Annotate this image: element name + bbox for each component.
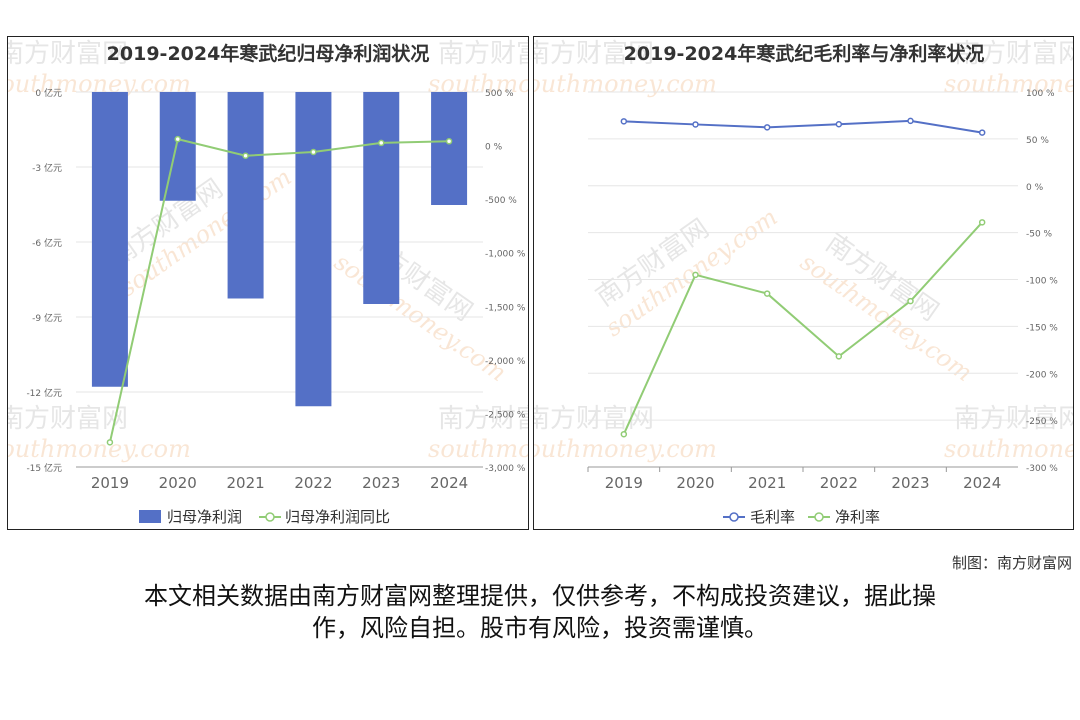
legend-line-label: 归母净利润同比 [285, 508, 390, 526]
watermark-cn: 南方财富网 [954, 404, 1073, 434]
chart-title: 2019-2024年寒武纪毛利率与净利率状况 [624, 42, 985, 65]
right-axis-tick-label: -100 % [1026, 277, 1058, 287]
bar-2024 [431, 92, 468, 205]
legend-net-marker [814, 512, 824, 522]
x-tick-label: 2024 [430, 474, 468, 492]
watermark-cn: 南方财富网 [438, 39, 528, 69]
x-tick-label: 2021 [748, 474, 786, 492]
yoy-point-2023 [378, 139, 385, 147]
bar-2020 [159, 92, 196, 201]
net-margin-line [622, 221, 983, 435]
legend-gross-marker [729, 512, 739, 522]
chart-title: 2019-2024年寒武纪归母净利润状况 [107, 42, 430, 65]
watermark-en: southmoney.com [428, 435, 528, 463]
watermark-cn: 南方财富网 [8, 39, 128, 69]
gross-margin-point-2021 [763, 124, 771, 131]
gross-margin-point-2022 [835, 121, 843, 128]
watermark-cn: 南方财富网 [954, 39, 1073, 69]
left-axis-tick-label: -9 亿元 [32, 312, 62, 324]
right-chart-panel: 南方财富网southmoney.com南方财富网southmoney.com南方… [533, 36, 1074, 530]
right-axis-tick-label: -2,000 % [485, 357, 526, 367]
yoy-point-2019 [106, 439, 114, 446]
net-profit-chart: 南方财富网southmoney.com南方财富网southmoney.com南方… [8, 39, 528, 526]
right-axis-tick-label: 0 % [1026, 183, 1044, 193]
right-axis-tick-label: 0 % [485, 143, 503, 153]
gross-margin-point-2019 [620, 118, 628, 125]
left-axis-tick-label: -15 亿元 [26, 462, 62, 474]
yoy-point-2024 [445, 138, 453, 145]
right-axis-tick-label: -250 % [1026, 417, 1058, 427]
right-axis-tick-label: -3,000 % [485, 464, 526, 474]
watermark-en: southmoney.com [944, 435, 1073, 463]
right-axis-tick-label: 100 % [1026, 89, 1055, 99]
right-axis-tick-label: -1,000 % [485, 250, 526, 260]
yoy-point-2022 [310, 148, 317, 156]
watermark-en: southmoney.com [944, 70, 1073, 98]
x-tick-label: 2022 [820, 474, 858, 492]
watermark-cn: 南方财富网 [534, 39, 654, 69]
chart-credit: 制图：南方财富网 [951, 554, 1072, 572]
left-axis-tick-label: -3 亿元 [32, 162, 62, 174]
x-tick-label: 2021 [226, 474, 264, 492]
legend-bar-swatch [139, 510, 161, 523]
left-chart-panel: 南方财富网southmoney.com南方财富网southmoney.com南方… [7, 36, 529, 530]
net-margin-point-2019 [620, 430, 628, 438]
x-tick-label: 2020 [159, 474, 197, 492]
net-margin-point-2021 [763, 290, 771, 297]
right-axis-tick-label: -50 % [1026, 230, 1053, 240]
right-axis-tick-label: -300 % [1026, 464, 1058, 474]
gross-margin-point-2024 [978, 129, 986, 136]
left-axis-tick-label: -12 亿元 [26, 387, 62, 399]
gross-margin-line [623, 119, 983, 134]
left-axis-tick-label: 0 亿元 [35, 87, 62, 99]
yoy-point-2021 [242, 152, 249, 159]
margin-chart: 南方财富网southmoney.com南方财富网southmoney.com南方… [534, 39, 1073, 526]
right-axis-tick-label: 500 % [485, 89, 514, 99]
x-tick-label: 2019 [91, 474, 129, 492]
bar-2021 [227, 92, 264, 299]
right-axis-tick-label: -2,500 % [485, 410, 526, 420]
right-axis-tick-label: -1,500 % [485, 303, 526, 313]
bar-2019 [91, 92, 128, 387]
gross-margin-point-2023 [907, 117, 914, 125]
watermark-en: southmoney.com [8, 435, 191, 463]
right-axis-tick-label: -500 % [485, 196, 517, 206]
yoy-line [108, 137, 450, 443]
disclaimer: 本文相关数据由南方财富网整理提供，仅供参考，不构成投资建议，据此操 作，风险自担… [80, 580, 1000, 644]
right-axis-tick-label: 50 % [1026, 136, 1049, 146]
right-axis-tick-label: -200 % [1026, 370, 1058, 380]
watermark-cn: 南方财富网 [534, 404, 654, 434]
left-axis-tick-label: -6 亿元 [32, 237, 62, 249]
disclaimer-line-2: 作，风险自担。股市有风险，投资需谨慎。 [312, 614, 768, 642]
watermark-cn: 南方财富网 [8, 404, 128, 434]
x-tick-label: 2019 [605, 474, 643, 492]
yoy-point-2020 [174, 135, 181, 143]
legend-net-label: 净利率 [835, 508, 880, 526]
net-margin-point-2020 [692, 271, 699, 279]
gross-margin-point-2020 [692, 121, 699, 128]
x-tick-label: 2020 [676, 474, 714, 492]
legend-line-marker [265, 512, 275, 522]
x-tick-label: 2023 [362, 474, 400, 492]
net-margin-point-2023 [907, 297, 914, 305]
watermark-en: southmoney.com [534, 435, 717, 463]
watermark-en: southmoney.com [534, 70, 717, 98]
x-tick-label: 2022 [294, 474, 332, 492]
bar-2022 [295, 92, 332, 407]
legend-gross-label: 毛利率 [750, 508, 795, 526]
net-margin-point-2024 [978, 219, 986, 226]
x-tick-label: 2023 [891, 474, 929, 492]
legend-bar-label: 归母净利润 [167, 508, 242, 526]
net-margin-point-2022 [835, 353, 843, 360]
bar-2023 [363, 92, 400, 304]
x-tick-label: 2024 [963, 474, 1001, 492]
watermark-cn: 南方财富网 [438, 404, 528, 434]
right-axis-tick-label: -150 % [1026, 323, 1058, 333]
disclaimer-line-1: 本文相关数据由南方财富网整理提供，仅供参考，不构成投资建议，据此操 [144, 582, 936, 610]
